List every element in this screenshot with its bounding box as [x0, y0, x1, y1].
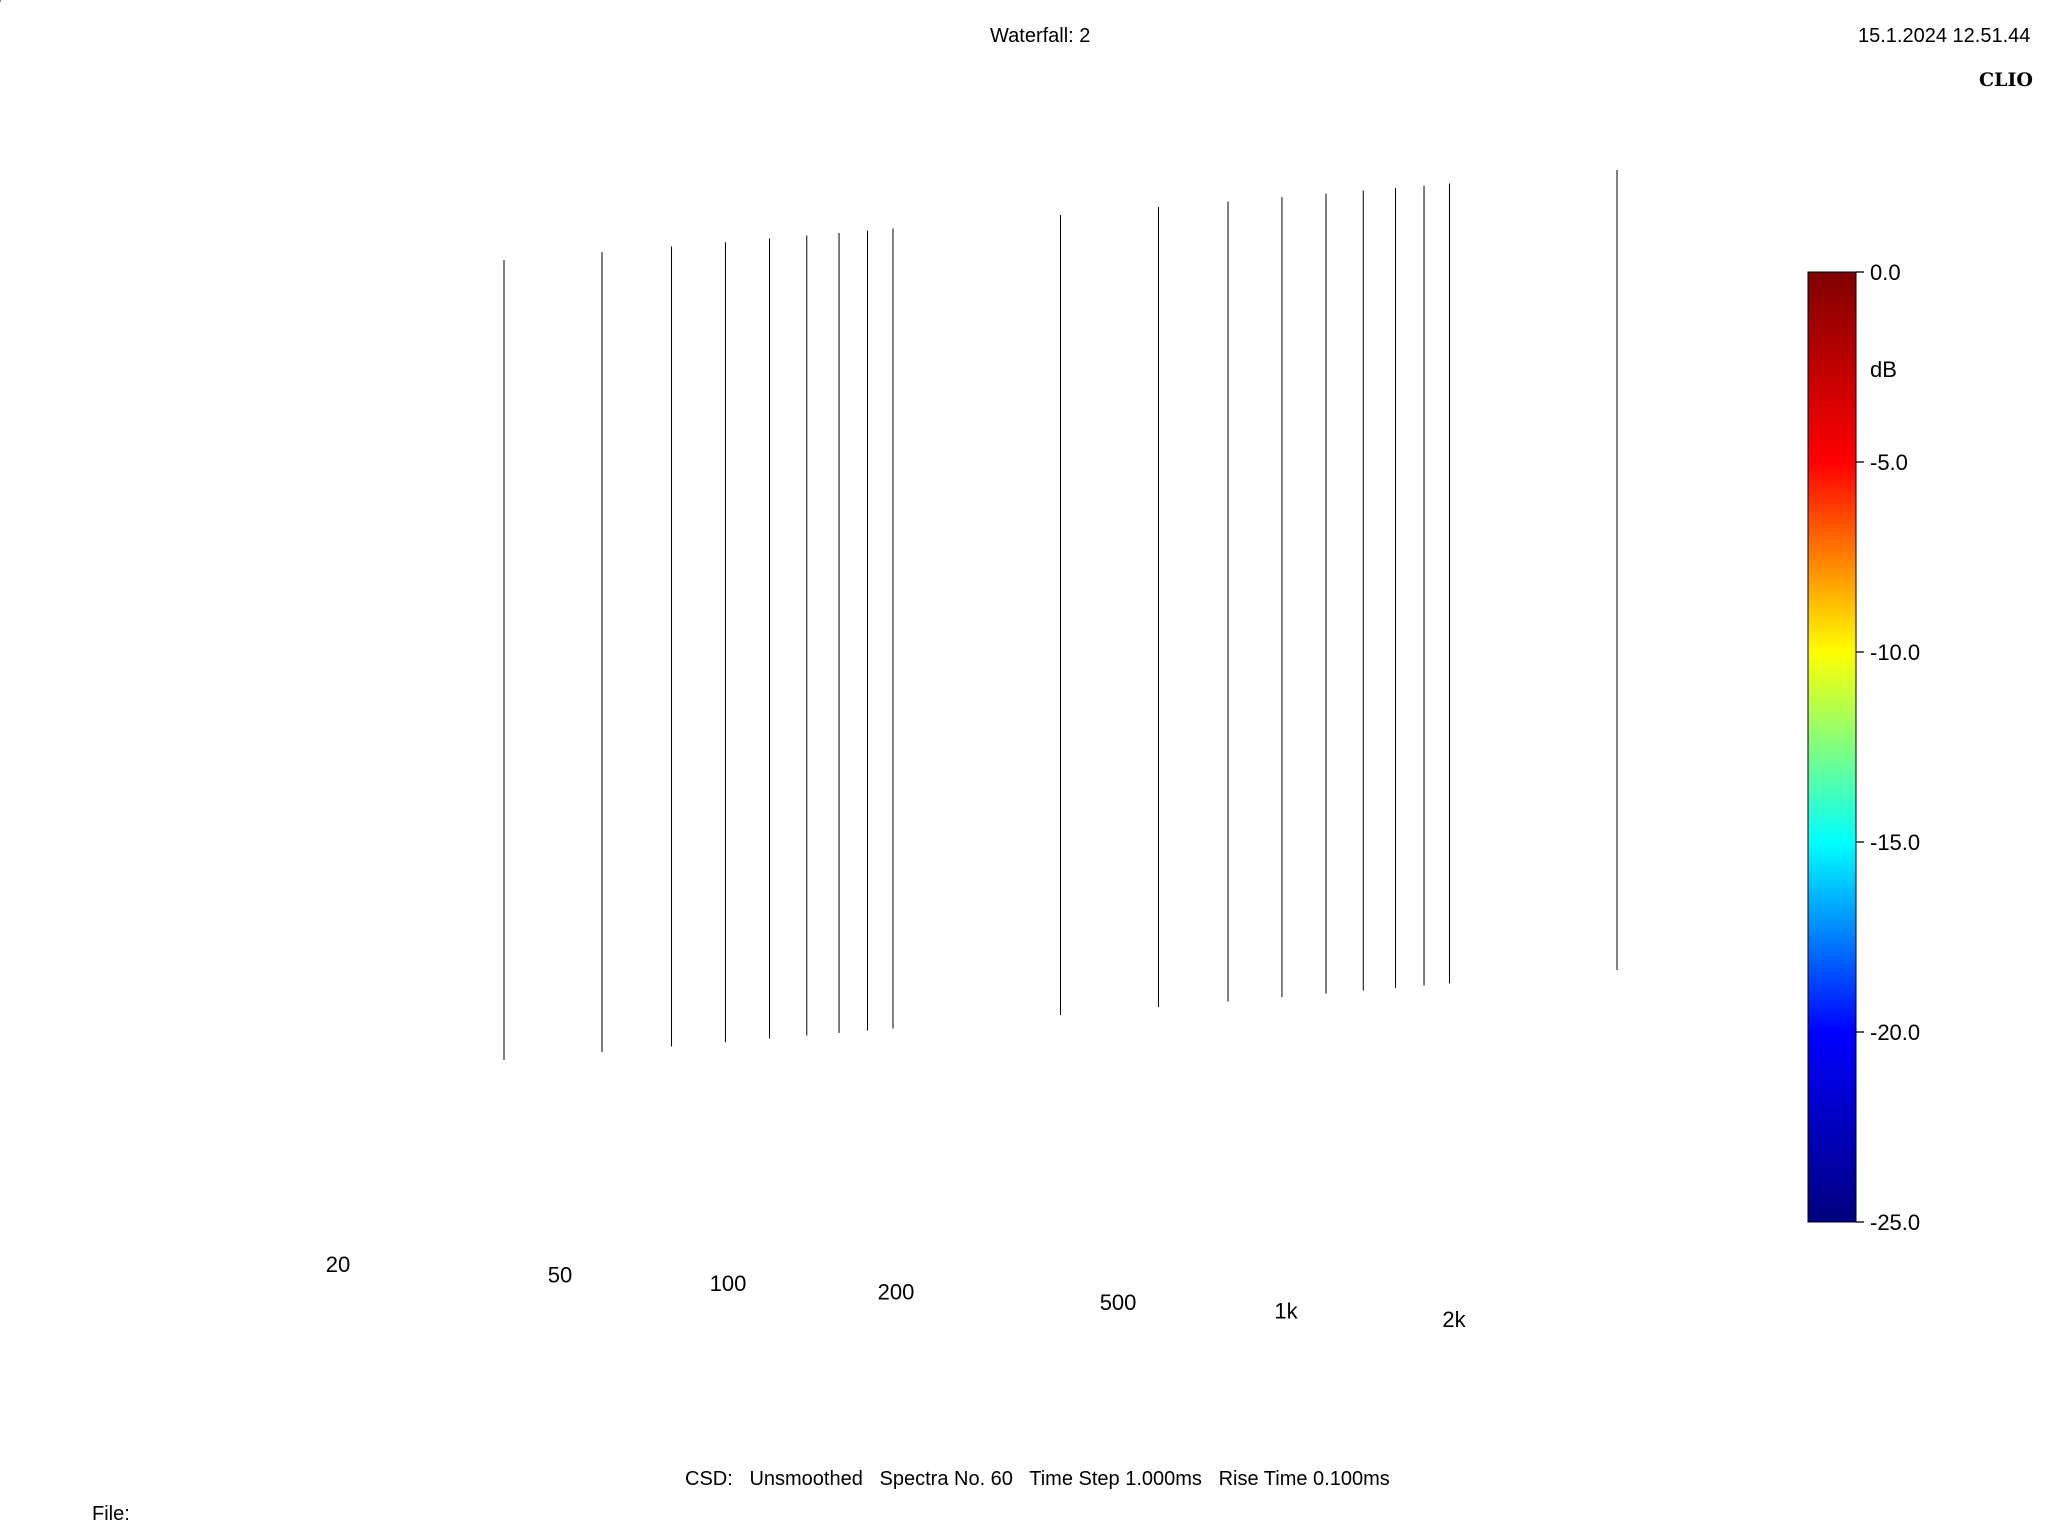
freq-tick-label: 20 — [326, 1252, 350, 1277]
colorbar — [1807, 271, 1857, 1223]
freq-tick-label: 50 — [548, 1262, 572, 1287]
timestamp: 15.1.2024 12.51.44 — [1858, 25, 2031, 47]
freq-tick-label: 1k — [1274, 1298, 1298, 1323]
colorbar-tick-label: -15.0 — [1870, 830, 1920, 855]
chart-title: Waterfall: 2 — [990, 25, 1091, 47]
freq-tick-label: 200 — [878, 1280, 915, 1305]
freq-tick-label: 2k — [1442, 1307, 1466, 1332]
footer-settings: CSD: Unsmoothed Spectra No. 60 Time Step… — [685, 1468, 1390, 1490]
colorbar-tick-label: -10.0 — [1870, 640, 1920, 665]
colorbar-label: dB — [1870, 357, 1897, 382]
file-label: File: — [92, 1503, 130, 1525]
colorbar-tick-label: 0.0 — [1870, 260, 1901, 285]
freq-tick-label: 500 — [1100, 1290, 1137, 1315]
freq-tick-label: 100 — [710, 1271, 747, 1296]
clio-logo: CLIO — [1979, 69, 2033, 91]
colorbar-tick-label: -5.0 — [1870, 450, 1908, 475]
colorbar-tick-label: -20.0 — [1870, 1020, 1920, 1045]
colorbar-tick-label: -25.0 — [1870, 1210, 1920, 1235]
